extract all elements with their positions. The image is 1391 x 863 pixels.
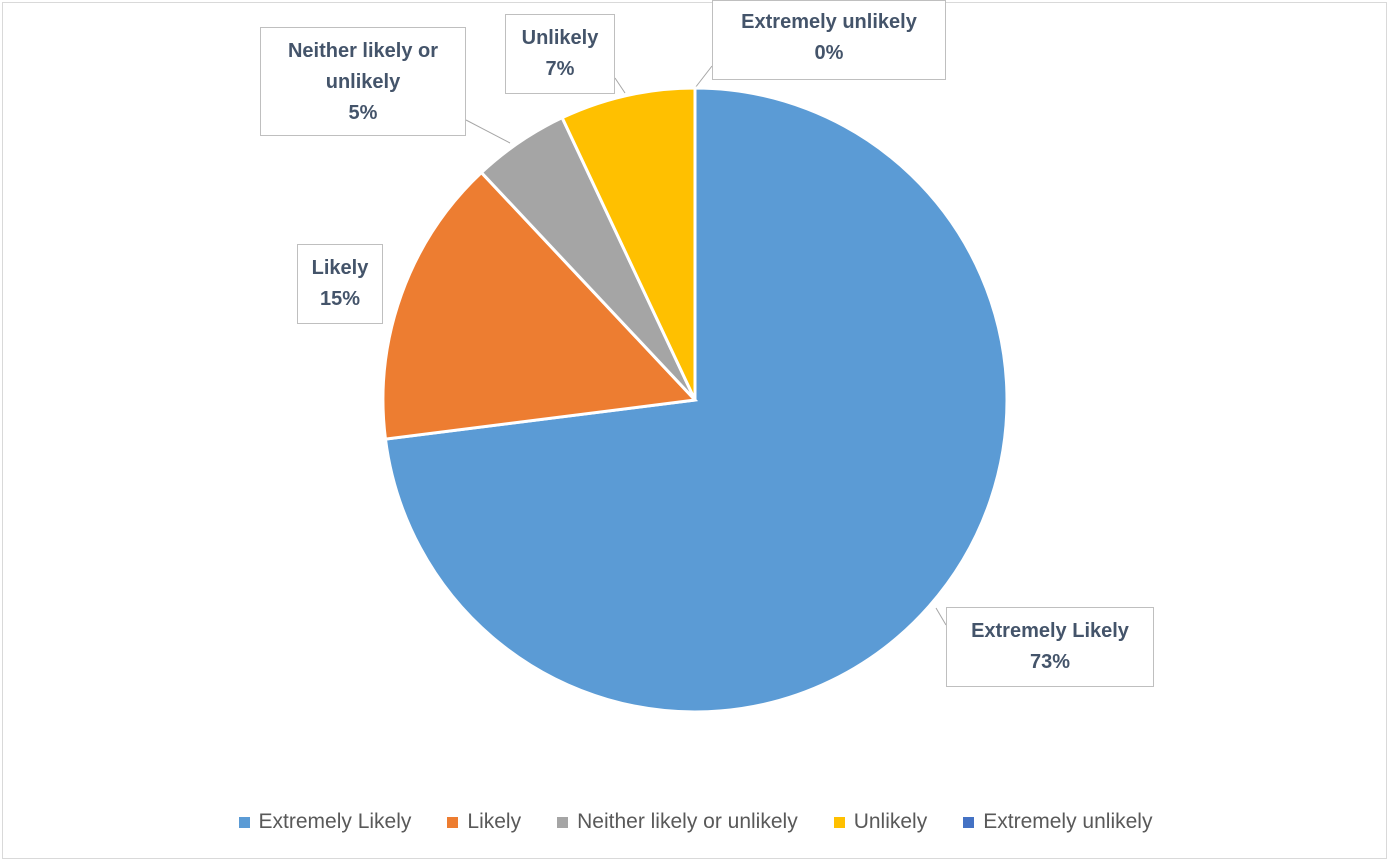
leader-lines [465,65,947,626]
legend-item-neither: Neither likely or unlikely [557,810,798,834]
legend-label: Extremely Likely [258,810,412,833]
legend-swatch [447,816,459,828]
legend-label: Neither likely or unlikely [577,810,798,833]
callout-label: Likely [311,257,369,279]
legend-swatch [238,816,250,828]
leader-line [694,65,713,89]
callout-extremely-unlikely: Extremely unlikely 0% [712,0,946,80]
callout-value: 73% [1029,651,1071,673]
callout-label: Extremely unlikely [741,11,917,33]
legend: Extremely Likely Likely Neither likely o… [0,806,1391,838]
legend-label: Unlikely [853,810,928,833]
legend-item-likely: Likely [447,810,521,834]
legend-swatch [557,816,569,828]
legend-item-extremely-unlikely: Extremely unlikely [963,810,1152,834]
callout-value: 5% [348,102,378,124]
callout-label: Neither likely or [287,40,439,62]
leader-line [465,119,511,144]
pie-slices [381,86,1009,714]
legend-label: Likely [467,810,522,833]
legend-item-unlikely: Unlikely [833,810,928,834]
leader-line [935,607,947,626]
callout-value: 7% [545,58,575,80]
legend-item-extremely-likely: Extremely Likely [238,810,412,834]
pie-slice-likely [381,170,699,441]
pie-slice-unlikely [560,86,697,401]
leader-line [614,77,626,94]
callout-likely: Likely 15% [297,244,383,324]
legend-label: Extremely unlikely [983,810,1153,833]
callout-unlikely: Unlikely 7% [505,14,615,94]
callout-label: Extremely Likely [971,620,1129,642]
callout-value: 0% [814,42,844,64]
callout-label: Unlikely [521,27,599,49]
callout-label-line2: unlikely [325,71,401,93]
callout-extremely-likely: Extremely Likely 73% [946,607,1154,687]
legend-swatch [963,816,975,828]
callout-value: 15% [319,288,361,310]
legend-swatch [833,816,845,828]
callout-neither-likely-or-unlikely: Neither likely or unlikely 5% [260,27,466,136]
